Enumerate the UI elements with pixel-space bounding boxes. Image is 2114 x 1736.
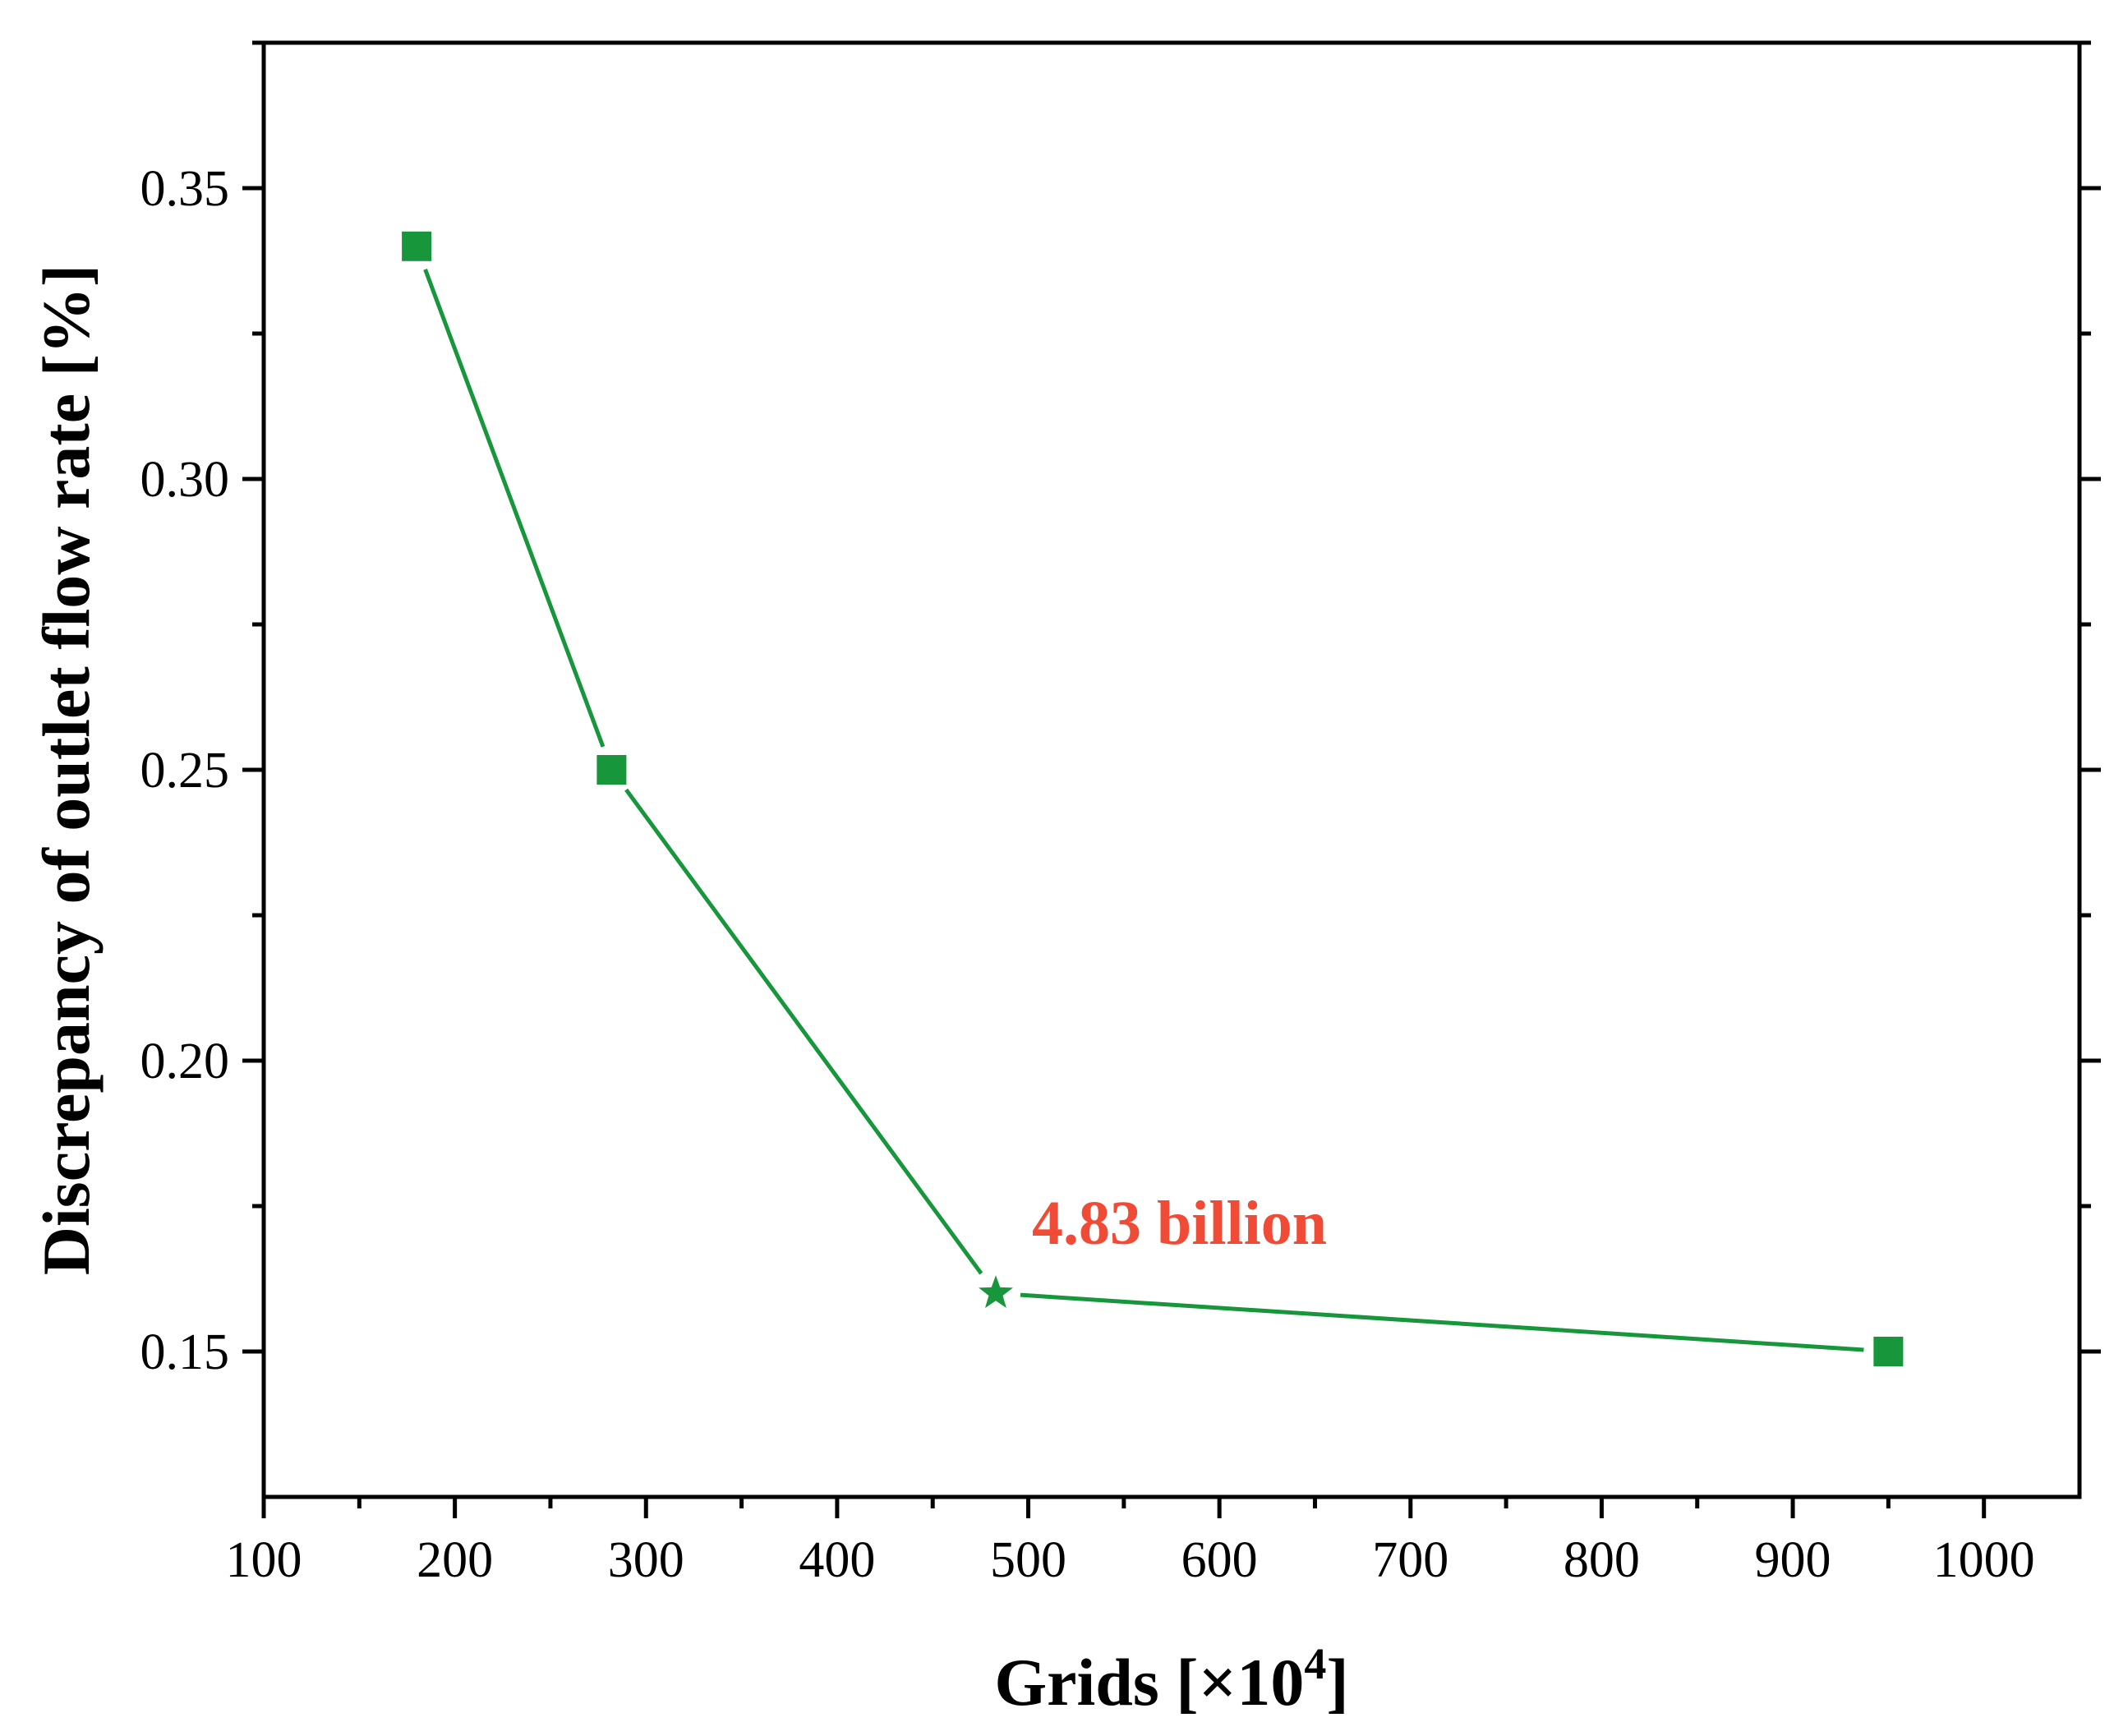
plot-frame [261, 40, 2082, 1499]
marks-layer [402, 231, 1904, 1366]
data-point-star [979, 1275, 1013, 1308]
x-tick-label: 900 [1755, 1532, 1831, 1588]
series-line-segment [423, 269, 606, 748]
x-tick-label: 100 [226, 1532, 302, 1588]
x-tick-label: 300 [608, 1532, 684, 1588]
data-point-square [596, 755, 627, 785]
x-tick-label: 200 [417, 1532, 493, 1588]
x-tick-label: 400 [799, 1532, 875, 1588]
x-axis-title: Grids [×104] [994, 1639, 1348, 1720]
y-tick-label: 0.15 [140, 1324, 230, 1380]
series-line-segment [1020, 1292, 1864, 1352]
y-axis-title: Discrepancy of outlet flow rate [%] [29, 265, 104, 1275]
x-tick-label: 1000 [1933, 1532, 2035, 1588]
data-point-square [402, 231, 432, 261]
y-tick-label: 0.20 [140, 1034, 230, 1089]
x-tick-label: 600 [1181, 1532, 1258, 1588]
x-tick-label: 500 [990, 1532, 1066, 1588]
series-line-segment [624, 788, 983, 1275]
y-tick-label: 0.35 [140, 161, 230, 217]
x-tick-label: 700 [1372, 1532, 1448, 1588]
ticks-layer [242, 40, 2101, 1518]
annotation-label: 4.83 billion [1032, 1189, 1327, 1258]
x-tick-label: 800 [1564, 1532, 1640, 1588]
y-tick-label: 0.25 [140, 743, 230, 799]
y-tick-label: 0.30 [140, 452, 230, 508]
data-point-square [1873, 1337, 1904, 1366]
labels-layer: 100 200 300 400 500 600 700 800 900 1000 0.15 0.20 0… [140, 161, 2035, 1588]
